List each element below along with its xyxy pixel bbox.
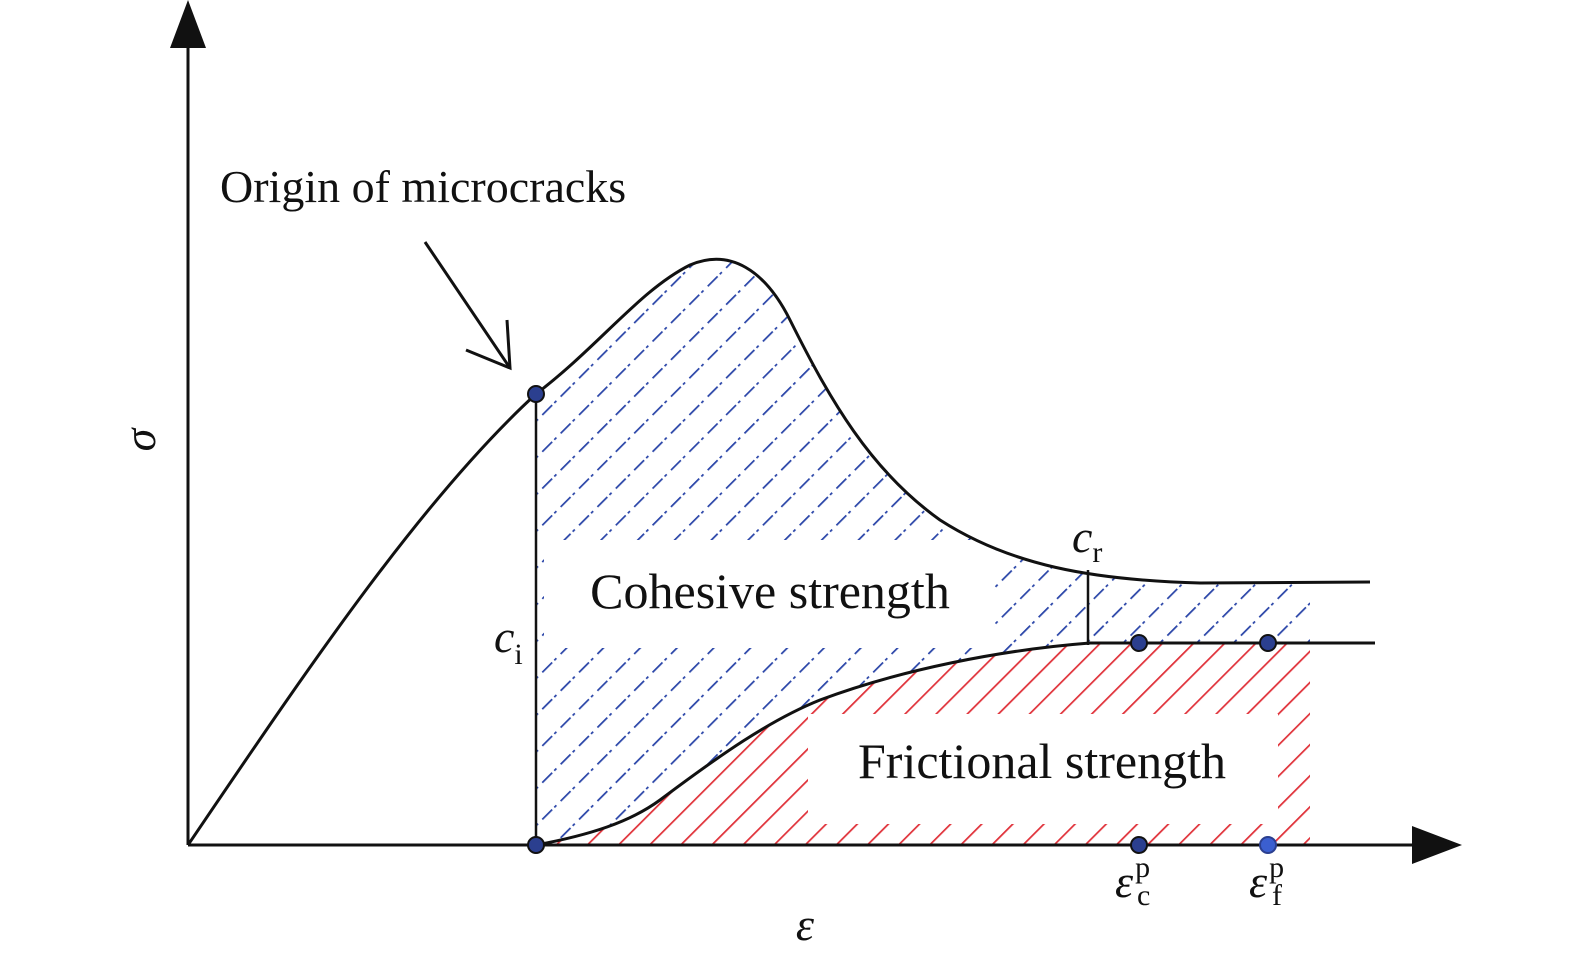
x-axis-arrowhead — [1412, 826, 1462, 864]
marker-ci-top — [527, 385, 545, 403]
ci-symbol: ci — [494, 611, 523, 671]
axes — [186, 40, 1420, 847]
cohesive-strength-label: Cohesive strength — [590, 563, 950, 619]
eps-f-subscript: f — [1272, 879, 1282, 912]
y-axis-label: σ — [114, 426, 165, 451]
frictional-strength-label: Frictional strength — [858, 733, 1226, 789]
peak-stress-curve — [535, 257, 1371, 585]
elastic-curve — [186, 392, 538, 846]
x-axis-label: ε — [796, 899, 815, 950]
annotation-arrow — [423, 241, 512, 371]
eps-c-subscript: c — [1137, 879, 1150, 912]
markers — [527, 385, 1277, 854]
friction-curve — [535, 641, 1375, 847]
marker-eps-c-axis — [1130, 836, 1148, 854]
frictional-label-box — [808, 714, 1278, 824]
marker-eps-f-axis — [1259, 836, 1277, 854]
eps-f-symbol: εp — [1249, 851, 1284, 907]
cohesive-label-box — [544, 540, 994, 648]
cr-symbol: cr — [1072, 511, 1102, 569]
curves — [186, 257, 1375, 847]
marker-eps-f-curve — [1259, 634, 1277, 652]
y-axis-arrowhead — [170, 0, 206, 48]
marker-ci-bottom — [527, 836, 545, 854]
marker-eps-c-curve — [1130, 634, 1148, 652]
annotation-label: Origin of microcracks — [220, 161, 626, 212]
eps-c-symbol: εp — [1115, 851, 1150, 907]
